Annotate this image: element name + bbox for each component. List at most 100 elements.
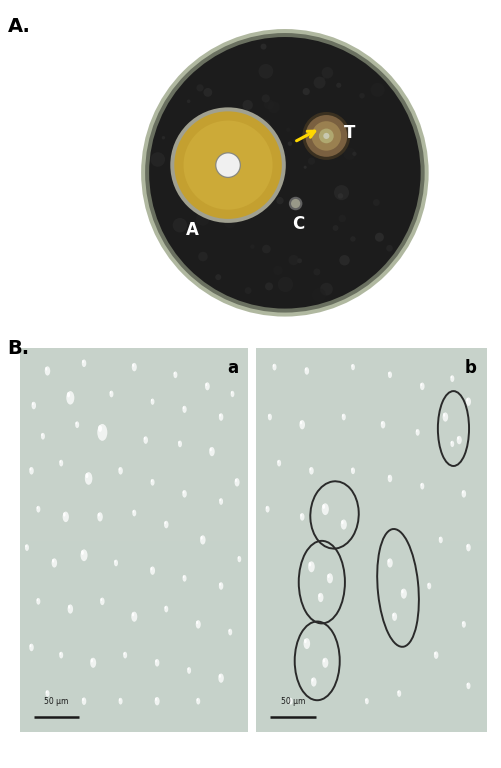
Circle shape: [30, 644, 32, 647]
Circle shape: [461, 491, 463, 494]
Circle shape: [118, 467, 123, 475]
Circle shape: [433, 651, 437, 659]
Circle shape: [85, 473, 88, 478]
Circle shape: [174, 111, 281, 219]
Circle shape: [321, 503, 328, 515]
Circle shape: [30, 399, 38, 412]
Circle shape: [199, 535, 205, 545]
Circle shape: [272, 364, 274, 367]
Circle shape: [307, 464, 315, 478]
Circle shape: [60, 507, 71, 527]
Circle shape: [359, 93, 364, 98]
Circle shape: [194, 695, 201, 707]
Circle shape: [261, 94, 269, 102]
Circle shape: [66, 391, 74, 405]
Circle shape: [154, 659, 159, 667]
Circle shape: [185, 664, 192, 677]
Circle shape: [35, 503, 42, 515]
Circle shape: [309, 467, 313, 475]
Circle shape: [130, 507, 138, 519]
Circle shape: [244, 287, 251, 294]
Circle shape: [37, 506, 38, 509]
Circle shape: [98, 425, 102, 432]
Circle shape: [265, 506, 269, 512]
Circle shape: [150, 399, 154, 405]
Circle shape: [264, 503, 271, 515]
Circle shape: [154, 697, 159, 705]
Circle shape: [309, 468, 311, 471]
Circle shape: [82, 697, 86, 705]
Circle shape: [364, 698, 368, 704]
Circle shape: [365, 698, 366, 701]
Circle shape: [425, 580, 432, 592]
Circle shape: [391, 613, 396, 621]
Circle shape: [232, 475, 241, 490]
Circle shape: [193, 617, 202, 632]
Circle shape: [132, 363, 134, 367]
Circle shape: [305, 115, 347, 157]
Circle shape: [215, 670, 225, 687]
Circle shape: [164, 606, 168, 612]
Circle shape: [219, 414, 220, 417]
Circle shape: [339, 255, 349, 266]
Circle shape: [299, 513, 304, 521]
Circle shape: [149, 37, 420, 309]
Circle shape: [438, 537, 442, 543]
Circle shape: [387, 372, 391, 378]
Circle shape: [75, 422, 77, 425]
Circle shape: [131, 612, 134, 617]
Circle shape: [132, 510, 134, 513]
Circle shape: [35, 595, 42, 607]
Circle shape: [215, 150, 228, 163]
Circle shape: [427, 583, 428, 586]
Circle shape: [318, 594, 320, 598]
Circle shape: [385, 472, 393, 485]
Circle shape: [145, 33, 424, 313]
Circle shape: [219, 583, 220, 586]
Circle shape: [173, 175, 188, 190]
Circle shape: [25, 545, 27, 548]
Circle shape: [229, 137, 233, 141]
Circle shape: [351, 364, 352, 367]
Circle shape: [326, 573, 332, 584]
Circle shape: [287, 695, 294, 707]
Circle shape: [288, 197, 302, 210]
Circle shape: [119, 698, 120, 701]
Circle shape: [336, 83, 341, 88]
Circle shape: [266, 411, 273, 423]
Circle shape: [129, 359, 139, 375]
Circle shape: [436, 534, 443, 546]
Circle shape: [90, 658, 93, 663]
Circle shape: [302, 88, 309, 95]
Circle shape: [339, 411, 347, 423]
Circle shape: [349, 362, 356, 373]
Bar: [20, 348, 248, 540]
Circle shape: [68, 604, 73, 614]
Circle shape: [81, 550, 84, 555]
Circle shape: [88, 654, 99, 672]
Circle shape: [197, 531, 207, 548]
Circle shape: [417, 379, 425, 393]
Circle shape: [237, 556, 241, 562]
Circle shape: [232, 124, 245, 137]
Circle shape: [123, 652, 127, 658]
Circle shape: [59, 460, 61, 463]
Circle shape: [85, 472, 92, 485]
Circle shape: [186, 100, 190, 103]
Circle shape: [234, 478, 236, 482]
Circle shape: [32, 402, 36, 409]
Circle shape: [150, 152, 165, 167]
Circle shape: [98, 513, 100, 517]
Circle shape: [182, 575, 186, 581]
Circle shape: [254, 187, 264, 197]
Circle shape: [68, 605, 70, 609]
Circle shape: [275, 457, 282, 469]
Circle shape: [465, 683, 469, 689]
Circle shape: [322, 658, 325, 663]
Circle shape: [288, 698, 292, 704]
Circle shape: [265, 283, 273, 290]
Circle shape: [183, 121, 272, 210]
Circle shape: [114, 560, 116, 563]
Circle shape: [30, 468, 32, 471]
Circle shape: [216, 410, 225, 424]
